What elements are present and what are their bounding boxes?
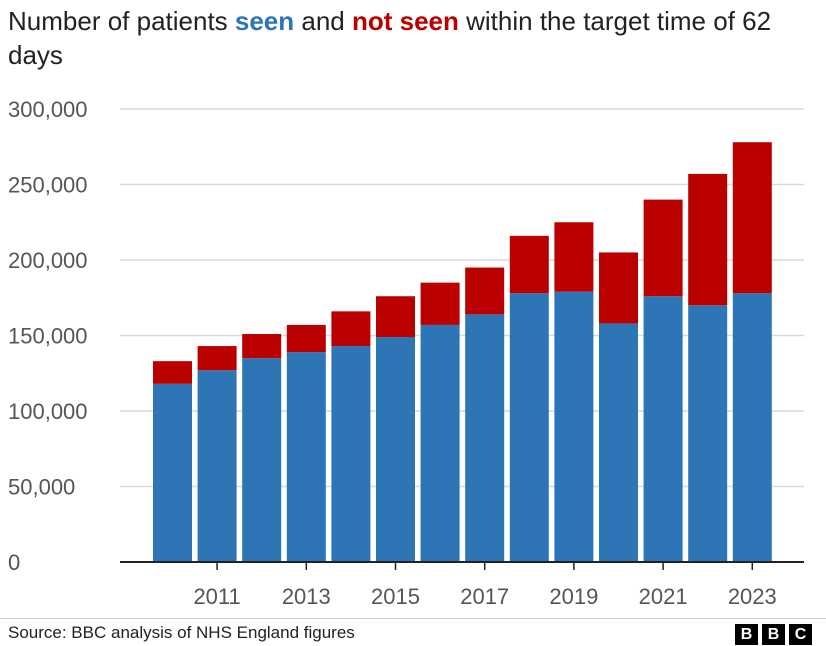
source-note: Source: BBC analysis of NHS England figu… bbox=[8, 623, 355, 642]
bar-seen bbox=[554, 291, 594, 562]
bar-seen bbox=[465, 314, 505, 562]
y-tick-label: 150,000 bbox=[8, 324, 88, 349]
bbc-logo-letter-1: B bbox=[735, 624, 758, 645]
bar-seen bbox=[420, 324, 460, 562]
stacked-bar-chart: 0 50,000 100,000 150,000 200,000 250,000 300,0… bbox=[8, 97, 804, 609]
bbc-logo-letter-3: C bbox=[789, 624, 812, 645]
bar-not-seen bbox=[286, 324, 326, 353]
x-tick-label: 2013 bbox=[282, 584, 331, 609]
y-tick-label: 250,000 bbox=[8, 173, 88, 198]
bar-not-seen bbox=[643, 199, 683, 297]
bar-seen bbox=[599, 323, 638, 562]
y-tick-label: 0 bbox=[8, 550, 20, 575]
bar-not-seen bbox=[197, 346, 237, 371]
y-tick-label: 100,000 bbox=[8, 399, 88, 424]
bar-not-seen bbox=[420, 282, 460, 325]
bar-not-seen bbox=[599, 252, 638, 324]
bar-seen bbox=[286, 352, 326, 562]
bar-not-seen bbox=[688, 173, 728, 306]
y-tick-label: 300,000 bbox=[8, 97, 88, 122]
bbc-logo-letter-2: B bbox=[762, 624, 785, 645]
bar-seen bbox=[509, 293, 549, 562]
x-tick-label: 2021 bbox=[639, 584, 688, 609]
bar-seen bbox=[732, 293, 772, 562]
bar-not-seen bbox=[465, 267, 505, 315]
title-not-seen-word: not seen bbox=[351, 6, 459, 36]
chart-title: Number of patients seen and not seen wit… bbox=[8, 4, 808, 72]
title-suffix: within the target time of 62 days bbox=[8, 6, 772, 70]
bar-not-seen bbox=[242, 333, 282, 359]
y-tick-label: 200,000 bbox=[8, 248, 88, 273]
title-prefix: Number of patients bbox=[8, 6, 235, 36]
x-tick-label: 2023 bbox=[728, 584, 777, 609]
bar-seen bbox=[688, 305, 728, 562]
title-middle: and bbox=[294, 6, 352, 36]
bar-seen bbox=[153, 383, 192, 562]
bar-not-seen bbox=[732, 142, 772, 294]
bbc-logo: B B C bbox=[735, 624, 812, 645]
x-tick-label: 2015 bbox=[371, 584, 420, 609]
bar-seen bbox=[242, 358, 282, 562]
bar-not-seen bbox=[509, 235, 549, 294]
bar-seen bbox=[643, 296, 683, 562]
bar-not-seen bbox=[153, 361, 192, 384]
x-tick-label: 2011 bbox=[193, 584, 240, 609]
bar-not-seen bbox=[376, 296, 415, 338]
x-tick-label: 2017 bbox=[460, 584, 509, 609]
bar-not-seen bbox=[331, 311, 371, 347]
x-tick-label: 2019 bbox=[549, 584, 598, 609]
bar-seen bbox=[376, 337, 415, 562]
title-seen-word: seen bbox=[234, 6, 295, 36]
bar-not-seen bbox=[554, 222, 594, 292]
bar-seen bbox=[197, 370, 237, 562]
y-tick-label: 50,000 bbox=[8, 475, 75, 500]
bar-seen bbox=[331, 346, 371, 562]
footer-divider bbox=[0, 618, 826, 619]
